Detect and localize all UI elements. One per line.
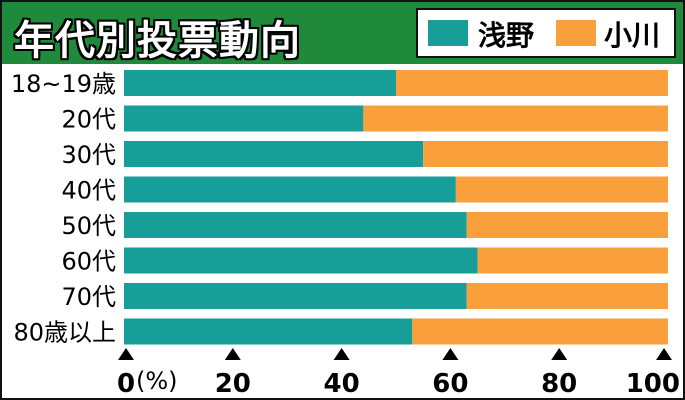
bar-ogawa-5 [477, 247, 668, 274]
chart-title: 年代別投票動向 [14, 18, 301, 64]
axis-unit-label: (%) [136, 367, 178, 395]
bar-ogawa-7 [412, 318, 668, 345]
bar-asano-6 [124, 283, 467, 309]
legend: 浅野 小川 [416, 8, 676, 58]
tick-label: 80 [541, 369, 577, 399]
tick-label: 40 [324, 369, 360, 399]
bar-asano-3 [124, 176, 456, 203]
legend-swatch-ogawa [556, 20, 596, 46]
tick-marker [118, 348, 134, 360]
legend-label-asano: 浅野 [478, 19, 535, 52]
tick-marker [442, 348, 459, 360]
category-label: 50代 [61, 212, 116, 240]
tick-marker [551, 348, 568, 360]
bar-ogawa-6 [466, 283, 668, 309]
bar-asano-5 [124, 247, 478, 274]
tick-label: 0 [117, 369, 135, 399]
category-label: 30代 [61, 141, 116, 169]
tick-label: 100 [626, 369, 680, 399]
category-label: 70代 [61, 283, 116, 311]
bar-ogawa-4 [466, 212, 668, 238]
category-label: 80歳以上 [13, 319, 116, 347]
bar-ogawa-0 [396, 70, 668, 96]
tick-marker [224, 348, 241, 360]
bar-ogawa-2 [423, 141, 668, 167]
legend-label-ogawa: 小川 [604, 19, 661, 52]
bar-asano-7 [124, 318, 413, 345]
bar-ogawa-1 [363, 105, 668, 132]
category-label: 18~19歳 [11, 70, 116, 98]
tick-label: 60 [432, 369, 468, 399]
tick-marker [333, 348, 350, 360]
title-bar: 年代別投票動向 浅野 小川 [2, 2, 683, 64]
bar-asano-0 [124, 70, 396, 96]
bar-asano-4 [124, 212, 467, 238]
tick-marker [656, 348, 672, 360]
category-label: 60代 [61, 248, 116, 276]
category-label: 40代 [61, 177, 116, 205]
bar-asano-1 [124, 105, 364, 132]
bar-ogawa-3 [455, 176, 668, 203]
tick-label: 20 [215, 369, 251, 399]
legend-swatch-asano [428, 20, 468, 46]
category-label: 20代 [61, 106, 116, 134]
bar-asano-2 [124, 141, 424, 167]
